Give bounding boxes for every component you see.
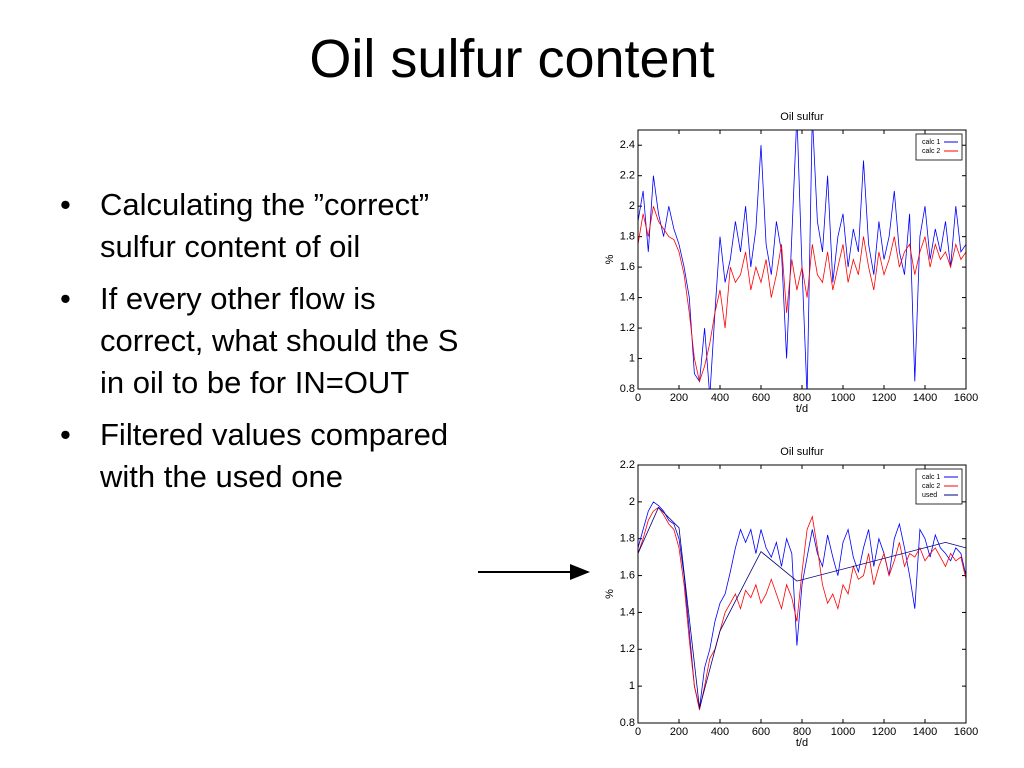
x-tick-label: 400	[711, 726, 729, 738]
series-line	[638, 506, 966, 709]
y-tick-label: 2	[629, 496, 635, 508]
y-tick-label: 0.8	[620, 383, 635, 395]
x-tick-label: 1600	[954, 392, 978, 404]
x-tick-label: 1400	[913, 726, 937, 738]
x-tick-label: 800	[793, 726, 811, 738]
x-tick-label: 0	[635, 726, 641, 738]
bullet-list: Calculating the ”correct” sulfur content…	[56, 184, 476, 508]
chart-title: Oil sulfur	[780, 446, 824, 458]
y-tick-label: 1.6	[620, 261, 635, 273]
x-axis-label: t/d	[796, 403, 808, 415]
legend-label: used	[922, 492, 937, 499]
x-axis-label: t/d	[796, 737, 808, 749]
series-line	[638, 501, 966, 709]
x-tick-label: 800	[793, 392, 811, 404]
x-tick-label: 600	[752, 726, 770, 738]
x-tick-label: 1600	[954, 726, 978, 738]
x-tick-label: 200	[670, 726, 688, 738]
bullet: Calculating the ”correct” sulfur content…	[56, 184, 476, 268]
y-axis-label: %	[604, 254, 616, 264]
series-line	[638, 506, 966, 711]
x-tick-label: 0	[635, 392, 641, 404]
y-tick-label: 2.2	[620, 459, 635, 471]
legend-label: calc 1	[922, 474, 940, 481]
x-tick-label: 1200	[872, 392, 896, 404]
legend-label: calc 2	[922, 483, 940, 490]
y-tick-label: 1	[629, 352, 635, 364]
bullet: Filtered values compared with the used o…	[56, 414, 476, 498]
legend-box	[915, 133, 963, 161]
y-tick-label: 1.2	[620, 643, 635, 655]
slide-title: Oil sulfur content	[309, 29, 715, 89]
x-tick-label: 200	[670, 392, 688, 404]
y-tick-label: 1.8	[620, 533, 635, 545]
y-tick-label: 1.4	[620, 606, 635, 618]
x-tick-label: 1200	[872, 726, 896, 738]
x-tick-label: 1400	[913, 392, 937, 404]
chart-title: Oil sulfur	[780, 111, 824, 123]
legend-label: calc 1	[922, 139, 940, 146]
y-tick-label: 2.4	[620, 139, 635, 151]
x-tick-label: 400	[711, 392, 729, 404]
plot-area	[638, 130, 966, 389]
y-tick-label: 0.8	[620, 717, 635, 729]
series-line	[638, 206, 966, 383]
plot-area	[638, 501, 966, 711]
y-tick-label: 1.8	[620, 231, 635, 243]
y-tick-label: 2.2	[620, 170, 635, 182]
plot-frame	[637, 464, 967, 724]
y-tick-label: 1	[629, 680, 635, 692]
x-tick-label: 1000	[831, 726, 855, 738]
legend-label: calc 2	[922, 148, 940, 155]
plot-frame	[637, 129, 967, 390]
y-tick-label: 1.6	[620, 569, 635, 581]
bullet: If every other flow is correct, what sho…	[56, 278, 476, 404]
y-axis-label: %	[604, 589, 616, 599]
y-tick-label: 1.2	[620, 322, 635, 334]
x-tick-label: 600	[752, 392, 770, 404]
y-tick-label: 1.4	[620, 291, 635, 303]
y-tick-label: 2	[629, 200, 635, 212]
x-tick-label: 1000	[831, 392, 855, 404]
